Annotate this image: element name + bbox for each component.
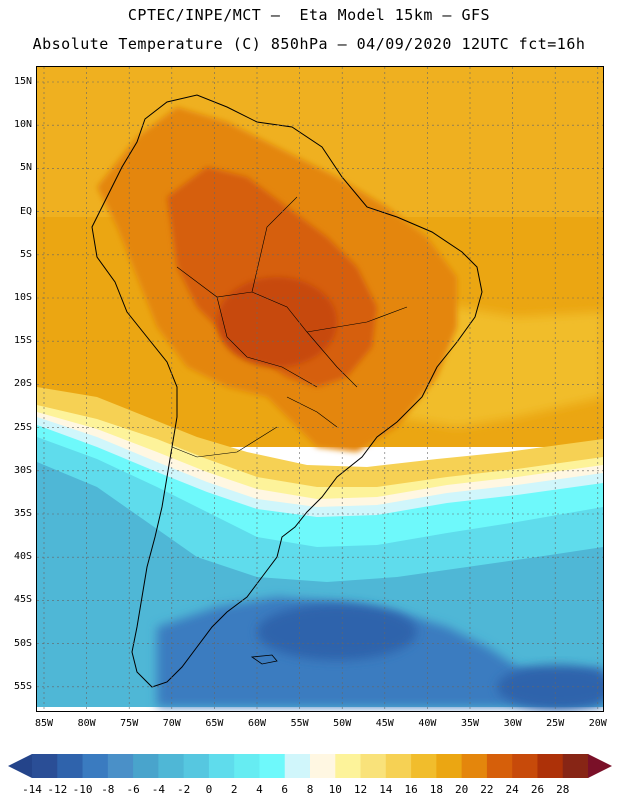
lon-label-55w: 55W [290,718,309,729]
colorbar-swatch [486,754,513,778]
lat-label-55s: 55S [13,680,32,692]
lon-label-65w: 65W [205,718,224,729]
south-cold-patch [497,665,603,709]
lon-label-45w: 45W [375,718,394,729]
colorbar-swatch [57,754,84,778]
lat-label-40s: 40S [13,551,32,563]
lon-label-60w: 60W [247,718,267,729]
colorbar-swatch [107,754,134,778]
colorbar-swatch [183,754,210,778]
colorbar-swatch [385,754,412,778]
colorbar-label: 4 [256,783,263,796]
title-line-2: Absolute Temperature (C) 850hPa – 04/09/… [32,35,586,53]
colorbar-swatch [436,754,463,778]
colorbar-label: 8 [306,783,314,796]
colorbar-label: 6 [281,783,289,796]
falklands [250,654,278,665]
lat-label-45s: 45S [13,594,32,606]
lon-label-25w: 25W [546,718,565,729]
colorbar-label: -14 [22,783,42,796]
colorbar-over-arrow [588,754,612,778]
lat-label-5s: 5S [19,248,32,260]
lon-label-40w: 40W [418,718,437,729]
hottest-core [217,277,337,367]
country-borders [171,196,408,458]
colorbar-swatch [310,754,336,778]
lat-label-15s: 15S [13,335,32,347]
colorbar-label: 2 [230,783,238,796]
lon-label-35w: 35W [460,718,480,729]
colorbar-swatch [82,754,109,778]
lon-label-85w: 85W [34,718,54,729]
colorbar-label: 18 [429,783,443,796]
lon-label-30w: 30W [503,718,522,729]
title-line-1: CPTEC/INPE/MCT – Eta Model 15km – GFS [127,6,491,24]
colorbar-label: 0 [205,783,213,796]
colorbar-swatch [158,754,185,778]
colorbar-swatch [234,754,260,778]
colorbar-label: 28 [556,783,570,796]
lat-label-20s: 20S [13,378,32,390]
colorbar [8,754,612,778]
colorbar-label: -6 [126,783,140,796]
lat-label-35s: 35S [13,508,32,519]
colorbar-swatch [537,754,564,778]
lon-label-20w: 20W [588,718,607,729]
colorbar-label: 26 [530,783,545,796]
colorbar-swatch [411,754,437,778]
colorbar-label: 12 [353,783,368,796]
colorbar-under-arrow [8,754,32,778]
colorbar-swatch [562,754,589,778]
colorbar-swatch [32,754,58,778]
colorbar-swatch [512,754,538,778]
colorbar-label: -8 [101,783,115,796]
colorbar-swatch [259,754,286,778]
lon-label-75w: 75W [120,718,139,729]
colorbar-swatch [360,754,387,778]
colorbar-label: 20 [455,783,469,796]
colorbar-swatch [284,754,311,778]
south-america-coastline [91,94,483,688]
colorbar-label: -2 [177,783,191,796]
cold-core [257,604,417,660]
lat-label-50s: 50S [13,637,32,649]
colorbar-label: 10 [328,783,342,796]
colorbar-label: -12 [47,783,68,796]
colorbar-swatch [133,754,159,778]
colorbar-swatch [335,754,362,778]
colorbar-label: -10 [72,783,93,796]
lat-label-5n: 5N [19,162,32,174]
lat-label-10s: 10S [13,292,32,303]
lon-label-80w: 80W [77,718,96,729]
colorbar-label: 16 [404,783,418,796]
lat-label-10n: 10N [13,119,32,131]
lat-label-15n: 15N [13,76,32,87]
lon-label-50w: 50W [333,718,352,729]
lat-label-25s: 25S [13,421,32,433]
lat-label-30s: 30S [13,464,32,476]
colorbar-label: 24 [505,783,519,796]
colorbar-label: 22 [480,783,494,796]
lon-label-70w: 70W [162,718,181,729]
colorbar-swatch [461,754,488,778]
colorbar-swatch [208,754,235,778]
lat-label-eq: EQ [19,205,32,217]
temperature-map [36,66,604,712]
colorbar-label: 14 [379,783,393,796]
colorbar-label: -4 [151,783,165,796]
